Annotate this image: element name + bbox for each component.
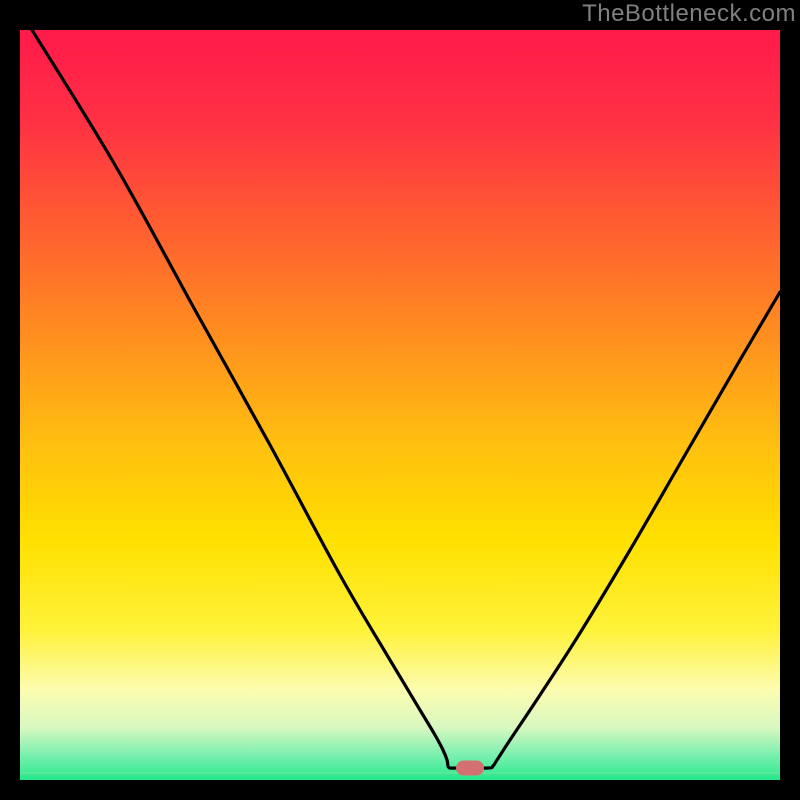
watermark-text: TheBottleneck.com <box>582 0 796 28</box>
bottleneck-curve <box>20 30 780 780</box>
bottom-band <box>20 776 780 780</box>
minimum-marker <box>456 761 484 776</box>
chart-plot-area <box>20 30 780 780</box>
